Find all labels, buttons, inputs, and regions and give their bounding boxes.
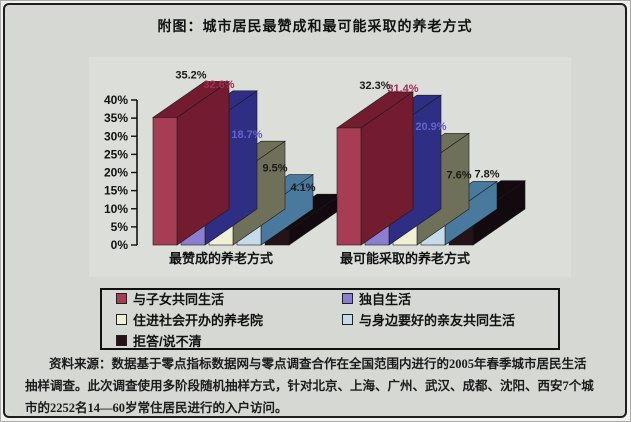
bar-value-label: 9.5% [262, 163, 287, 175]
source-line-3: 市的2252名14—60岁常住居民进行的入户访问。 [25, 401, 288, 415]
bar-front-face [152, 117, 178, 246]
legend-label: 拒答/说不清 [133, 333, 202, 349]
source-line-2: 抽样调查。此次调查使用多阶段随机抽样方式，针对北京、上海、广州、武汉、成都、沈阳… [25, 379, 594, 393]
legend-item-3: 住进社会开办的养老院 [116, 310, 342, 329]
source-line-1: 资料来源：数据基于零点指标数据网与零点调查合作在全国范围内进行的2005年春季城… [49, 357, 587, 371]
y-tick-label: 15% [104, 184, 128, 198]
bar-chart-3d: 0% 5% 10% 15% 20% 25% 30% 35% 40% 35.2%32.6% 18.7%… [104, 69, 526, 266]
bar-value-label: 35.2% [175, 69, 206, 81]
legend-item-5: 拒答/说不清 [116, 331, 342, 350]
y-tick-label: 30% [104, 129, 128, 143]
legend-label: 独自生活 [359, 291, 412, 307]
bar-value-label: 4.1% [290, 182, 315, 194]
y-tick-label: 35% [104, 111, 128, 125]
y-tick-label: 5% [111, 220, 129, 234]
bar-value-label: 7.6% [446, 169, 471, 181]
source-note: 资料来源：数据基于零点指标数据网与零点调查合作在全国范围内进行的2005年春季城… [25, 353, 621, 416]
legend-swatch [116, 313, 127, 325]
y-tick-label: 25% [104, 147, 128, 161]
legend-item-4: 与身边要好的亲友共同生活 [342, 310, 558, 329]
category-label: 最可能采取的养老方式 [340, 251, 470, 266]
y-tick-label: 10% [104, 202, 128, 216]
y-tick-label: 0% [111, 238, 129, 252]
y-tick-label: 20% [104, 166, 128, 180]
chart-title: 附图：城市居民最赞成和最可能采取的养老方式 [157, 18, 473, 34]
bar-value-label: 18.7% [231, 129, 262, 141]
legend-swatch [116, 334, 127, 346]
legend-item-1: 与子女共同生活 [116, 289, 342, 308]
legend-swatch [342, 313, 353, 325]
legend-label: 住进社会开办的养老院 [133, 312, 264, 328]
y-tick-label: 40% [104, 93, 128, 107]
category-label: 最赞成的养老方式 [169, 251, 273, 266]
legend-item-2: 独自生活 [342, 289, 558, 308]
legend-label: 与身边要好的亲友共同生活 [359, 312, 516, 328]
bar-value-label: 32.6% [203, 79, 234, 91]
bar-value-label: 32.3% [359, 80, 390, 92]
bar-front-face [336, 127, 362, 246]
legend-swatch [116, 292, 127, 304]
chart-legend: 与子女共同生活 独自生活住进社会开办的养老院 与身边要好的亲友共同生活拒答/说不清 [100, 288, 560, 350]
legend-swatch [342, 292, 353, 304]
bar-value-label: 7.8% [474, 169, 499, 181]
legend-label: 与子女共同生活 [133, 291, 225, 307]
bar-value-label: 31.4% [387, 83, 418, 95]
figure-frame: 附图：城市居民最赞成和最可能采取的养老方式 0% 5% 10% 15% 20% 25% 30… [3, 3, 627, 418]
bar-value-label: 20.9% [415, 121, 446, 133]
